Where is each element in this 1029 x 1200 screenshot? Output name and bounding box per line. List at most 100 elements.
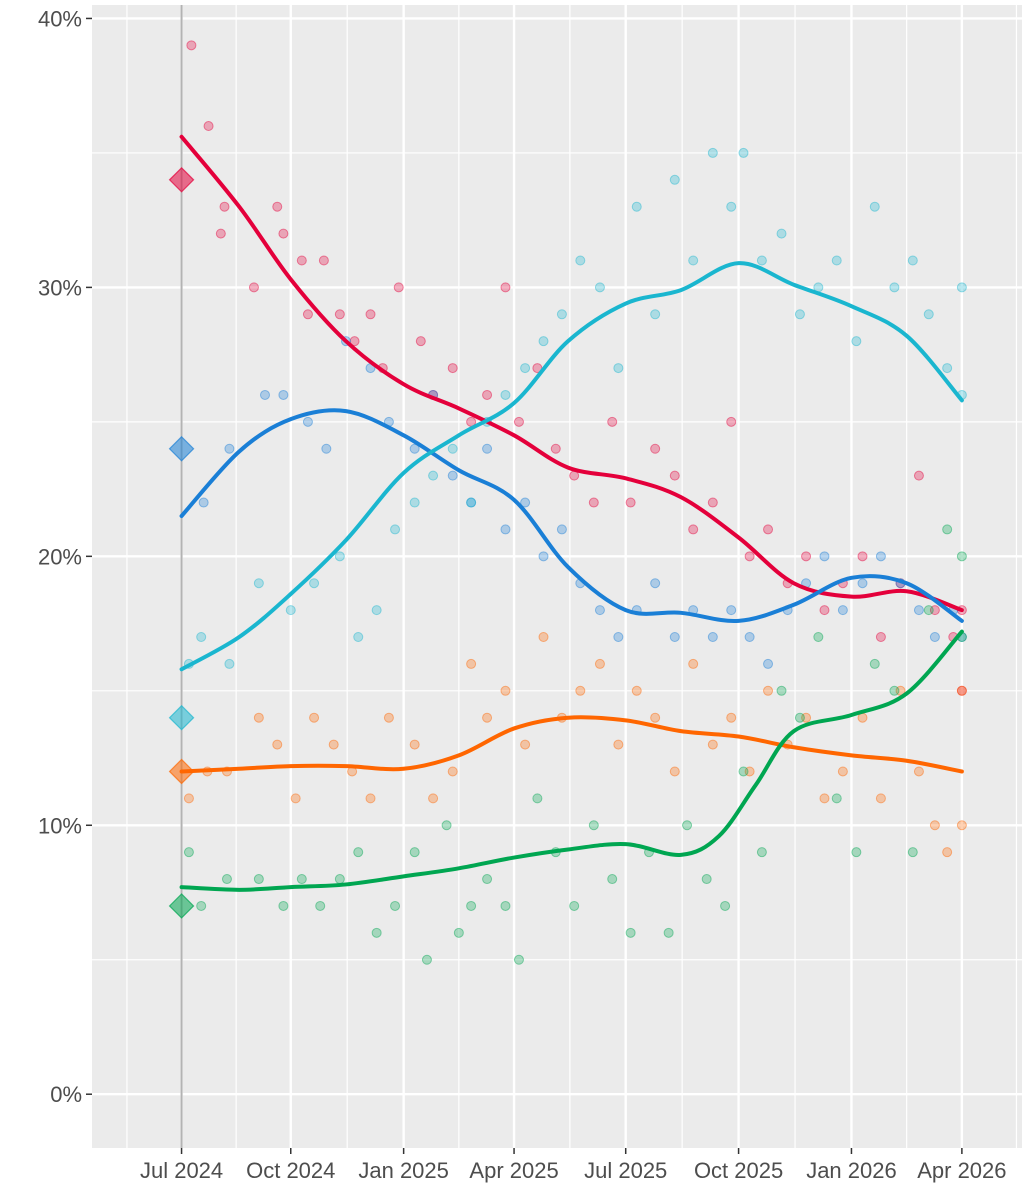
- green-poll-point: [482, 874, 493, 885]
- blue-poll-point: [302, 416, 313, 427]
- orange-trend-line: [179, 715, 964, 774]
- red-trend-line: [179, 134, 964, 613]
- orange-poll-point: [253, 712, 264, 723]
- green-poll-point: [390, 900, 401, 911]
- red-poll-point: [349, 336, 360, 347]
- green-poll-point: [869, 658, 880, 669]
- blue-poll-point: [837, 605, 848, 616]
- orange-poll-point: [688, 658, 699, 669]
- red-poll-point: [447, 363, 458, 374]
- green-poll-point: [607, 874, 618, 885]
- cyan-poll-point: [309, 578, 320, 589]
- red-poll-point: [219, 201, 230, 212]
- cyan-poll-point: [428, 470, 439, 481]
- orange-poll-point: [290, 793, 301, 804]
- red-poll-point: [688, 524, 699, 535]
- cyan-poll-point: [285, 605, 296, 616]
- y-tick-label: 40%: [38, 6, 82, 31]
- red-poll-point: [763, 524, 774, 535]
- cyan-poll-point: [776, 228, 787, 239]
- green-poll-point: [513, 954, 524, 965]
- red-poll-point: [272, 201, 283, 212]
- cyan-poll-point: [831, 255, 842, 266]
- orange-poll-point: [744, 766, 755, 777]
- trend-lines: [179, 134, 964, 892]
- red-poll-point: [203, 121, 214, 132]
- orange-poll-point: [801, 712, 812, 723]
- cyan-poll-point: [613, 363, 624, 374]
- green-poll-point: [625, 927, 636, 938]
- red-poll-point: [607, 416, 618, 427]
- red-start-marker: [168, 166, 195, 193]
- blue-poll-point: [482, 443, 493, 454]
- red-poll-point: [415, 336, 426, 347]
- x-tick-label: Jan 2025: [358, 1158, 449, 1183]
- green-poll-point: [720, 900, 731, 911]
- cyan-poll-point: [688, 255, 699, 266]
- red-poll-point: [669, 470, 680, 481]
- cyan-poll-point: [669, 174, 680, 185]
- green-poll-point: [453, 927, 464, 938]
- blue-poll-point: [650, 578, 661, 589]
- x-tick-label: Apr 2025: [469, 1158, 558, 1183]
- cyan-poll-point: [371, 605, 382, 616]
- cyan-poll-point: [538, 336, 549, 347]
- green-poll-point: [253, 874, 264, 885]
- orange-poll-point: [365, 793, 376, 804]
- green-poll-point: [682, 820, 693, 831]
- green-poll-point: [776, 685, 787, 696]
- cyan-poll-point: [224, 658, 235, 669]
- orange-poll-point: [183, 793, 194, 804]
- cyan-poll-point: [738, 147, 749, 158]
- cyan-poll-point: [447, 443, 458, 454]
- red-poll-point: [248, 282, 259, 293]
- orange-poll-point: [466, 658, 477, 669]
- orange-poll-point: [272, 739, 283, 750]
- poll-points: [183, 40, 967, 965]
- green-poll-point: [794, 712, 805, 723]
- green-poll-point: [851, 847, 862, 858]
- green-poll-point: [500, 900, 511, 911]
- red-poll-point: [875, 632, 886, 643]
- blue-poll-point: [744, 632, 755, 643]
- orange-poll-point: [520, 739, 531, 750]
- blue-poll-point: [466, 497, 477, 508]
- red-poll-point: [929, 605, 940, 616]
- x-tick-label: Jan 2026: [806, 1158, 897, 1183]
- green-poll-point: [907, 847, 918, 858]
- red-poll-point: [625, 497, 636, 508]
- orange-poll-point: [538, 632, 549, 643]
- orange-poll-point: [428, 793, 439, 804]
- axes: 0% 10% 20% 30% 40% Jul 2024 Oct 2024 Jan 2025 Ap…: [38, 6, 1007, 1183]
- cyan-poll-point: [851, 336, 862, 347]
- cyan-poll-point: [942, 363, 953, 374]
- green-poll-point: [756, 847, 767, 858]
- blue-poll-point: [556, 524, 567, 535]
- red-poll-point: [365, 309, 376, 320]
- green-poll-point: [588, 820, 599, 831]
- green-poll-point: [221, 874, 232, 885]
- blue-poll-point: [198, 497, 209, 508]
- cyan-start-marker: [168, 704, 195, 731]
- cyan-poll-point: [726, 201, 737, 212]
- orange-poll-point: [942, 847, 953, 858]
- red-poll-point: [744, 551, 755, 562]
- blue-poll-point: [726, 605, 737, 616]
- x-tick-label: Jul 2024: [140, 1158, 223, 1183]
- blue-poll-point: [259, 389, 270, 400]
- orange-poll-point: [500, 685, 511, 696]
- red-poll-point: [278, 228, 289, 239]
- green-poll-point: [701, 874, 712, 885]
- cyan-poll-point: [594, 282, 605, 293]
- green-poll-point: [315, 900, 326, 911]
- red-poll-point: [334, 309, 345, 320]
- cyan-poll-point: [907, 255, 918, 266]
- green-poll-point: [409, 847, 420, 858]
- blue-poll-point: [538, 551, 549, 562]
- orange-poll-point: [913, 766, 924, 777]
- green-poll-point: [183, 847, 194, 858]
- blue-poll-point: [763, 658, 774, 669]
- orange-poll-point: [650, 712, 661, 723]
- blue-poll-point: [913, 605, 924, 616]
- cyan-poll-point: [390, 524, 401, 535]
